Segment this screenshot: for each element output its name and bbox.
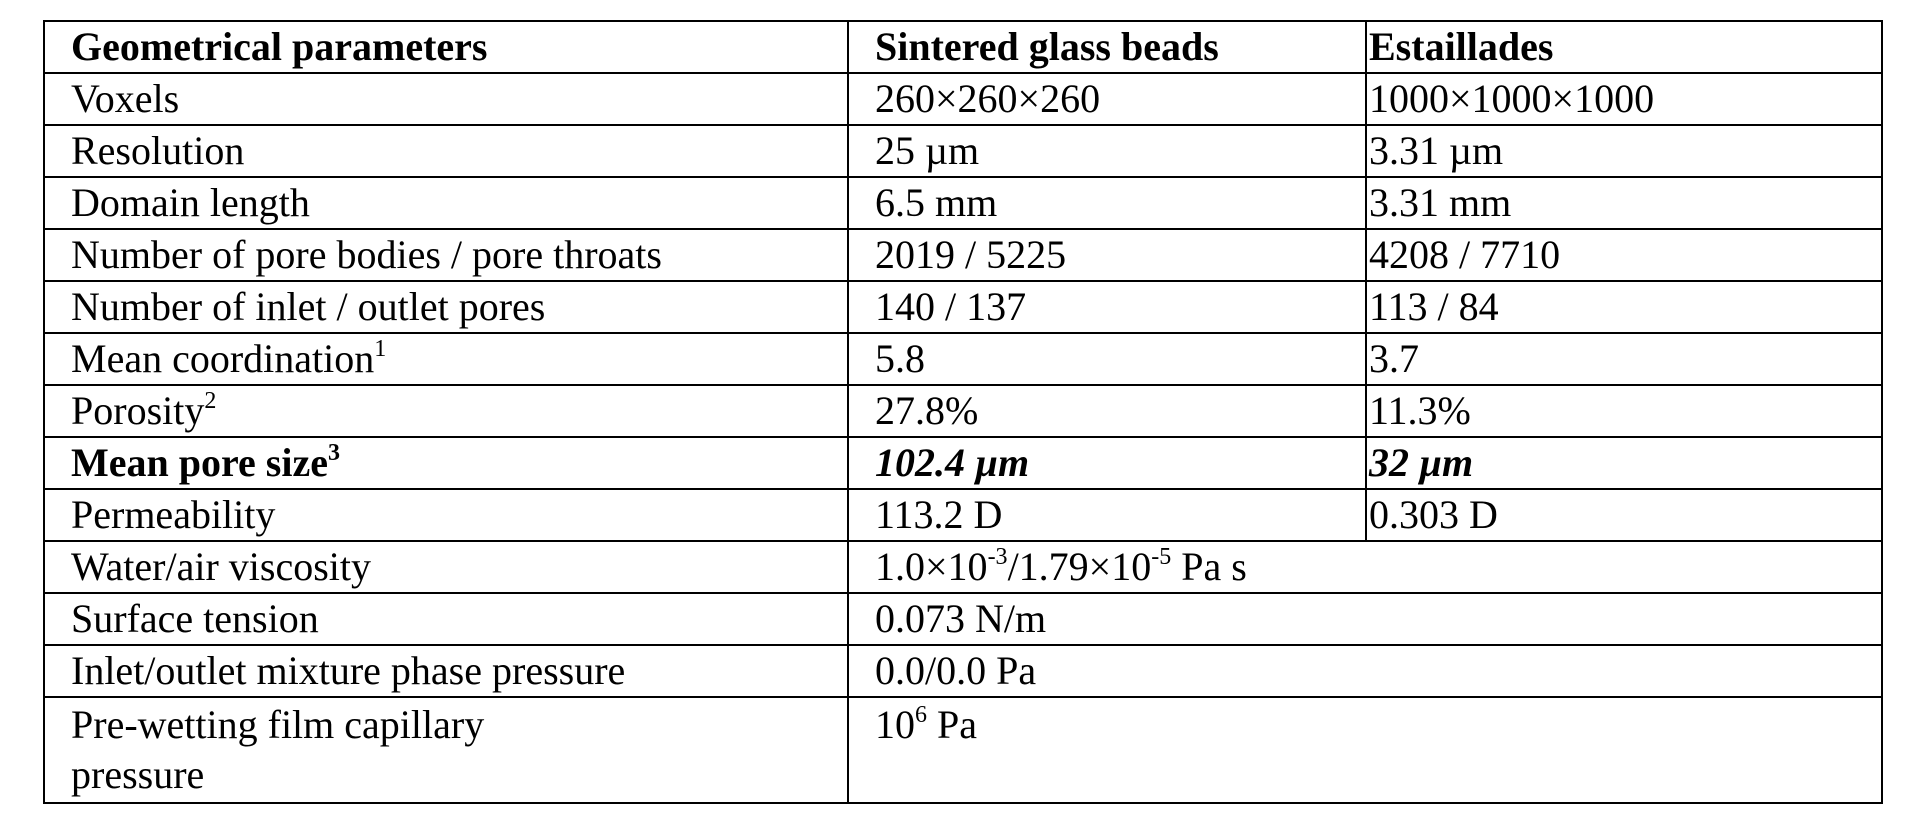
value-unit: Pa xyxy=(927,702,977,747)
footnote-marker: 1 xyxy=(374,336,387,362)
estaillades-value: 3.31 µm xyxy=(1365,124,1883,178)
header-estaillades: Estaillades xyxy=(1365,20,1883,74)
value-part: /1.79×10 xyxy=(1007,544,1152,589)
estaillades-value: 4208 / 7710 xyxy=(1365,228,1883,282)
row-label: Domain length xyxy=(43,176,849,230)
estaillades-value: 113 / 84 xyxy=(1365,280,1883,334)
value-part: 10 xyxy=(875,702,915,747)
table-row: Number of pore bodies / pore throats 201… xyxy=(43,228,1883,282)
table-row: Inlet/outlet mixture phase pressure 0.0/… xyxy=(43,644,1883,698)
table-row: Resolution 25 µm 3.31 µm xyxy=(43,124,1883,178)
row-label: Number of pore bodies / pore throats xyxy=(43,228,849,282)
glass-beads-value: 260×260×260 xyxy=(847,72,1367,126)
label-text: Mean coordination xyxy=(71,336,375,381)
row-label: Voxels xyxy=(43,72,849,126)
shared-value: 0.073 N/m xyxy=(847,592,1883,646)
value-part: 1.0×10 xyxy=(875,544,988,589)
header-sintered-glass-beads: Sintered glass beads xyxy=(847,20,1367,74)
label-text: Porosity xyxy=(71,388,205,433)
estaillades-value: 3.7 xyxy=(1365,332,1883,386)
row-label: Water/air viscosity xyxy=(43,540,849,594)
shared-value: 1.0×10-3/1.79×10-5 Pa s xyxy=(847,540,1883,594)
table-row: Porosity2 27.8% 11.3% xyxy=(43,384,1883,438)
glass-beads-value: 102.4 µm xyxy=(847,436,1367,490)
table-row: Mean coordination1 5.8 3.7 xyxy=(43,332,1883,386)
footnote-marker: 3 xyxy=(327,440,340,466)
row-label: Mean coordination1 xyxy=(43,332,849,386)
table-row: Number of inlet / outlet pores 140 / 137… xyxy=(43,280,1883,334)
table-row: Permeability 113.2 D 0.303 D xyxy=(43,488,1883,542)
shared-value: 0.0/0.0 Pa xyxy=(847,644,1883,698)
table-row: Domain length 6.5 mm 3.31 mm xyxy=(43,176,1883,230)
glass-beads-value: 140 / 137 xyxy=(847,280,1367,334)
glass-beads-value: 113.2 D xyxy=(847,488,1367,542)
exponent: -5 xyxy=(1151,544,1172,570)
glass-beads-value: 5.8 xyxy=(847,332,1367,386)
estaillades-value: 11.3% xyxy=(1365,384,1883,438)
table-header-row: Geometrical parameters Sintered glass be… xyxy=(43,20,1883,74)
table-row: Pre-wetting film capillary pressure 106 … xyxy=(43,696,1883,804)
glass-beads-value: 25 µm xyxy=(847,124,1367,178)
row-label: Inlet/outlet mixture phase pressure xyxy=(43,644,849,698)
exponent: 6 xyxy=(915,702,927,728)
exponent: -3 xyxy=(987,544,1008,570)
label-text: Mean pore size xyxy=(71,440,328,485)
row-label: Resolution xyxy=(43,124,849,178)
label-text: Pre-wetting film capillary pressure xyxy=(71,702,485,797)
row-label: Surface tension xyxy=(43,592,849,646)
row-label: Porosity2 xyxy=(43,384,849,438)
estaillades-value: 32 µm xyxy=(1365,436,1883,490)
geometrical-parameters-table: Geometrical parameters Sintered glass be… xyxy=(43,20,1883,804)
footnote-marker: 2 xyxy=(204,388,217,414)
shared-value: 106 Pa xyxy=(847,696,1883,804)
estaillades-value: 3.31 mm xyxy=(1365,176,1883,230)
header-geometrical-parameters: Geometrical parameters xyxy=(43,20,849,74)
row-label: Pre-wetting film capillary pressure xyxy=(43,696,849,804)
row-label: Number of inlet / outlet pores xyxy=(43,280,849,334)
estaillades-value: 0.303 D xyxy=(1365,488,1883,542)
glass-beads-value: 6.5 mm xyxy=(847,176,1367,230)
value-unit: Pa s xyxy=(1171,544,1247,589)
table-row: Voxels 260×260×260 1000×1000×1000 xyxy=(43,72,1883,126)
row-label: Permeability xyxy=(43,488,849,542)
estaillades-value: 1000×1000×1000 xyxy=(1365,72,1883,126)
table-row: Water/air viscosity 1.0×10-3/1.79×10-5 P… xyxy=(43,540,1883,594)
row-label: Mean pore size3 xyxy=(43,436,849,490)
glass-beads-value: 27.8% xyxy=(847,384,1367,438)
table-row: Mean pore size3 102.4 µm 32 µm xyxy=(43,436,1883,490)
table-row: Surface tension 0.073 N/m xyxy=(43,592,1883,646)
glass-beads-value: 2019 / 5225 xyxy=(847,228,1367,282)
